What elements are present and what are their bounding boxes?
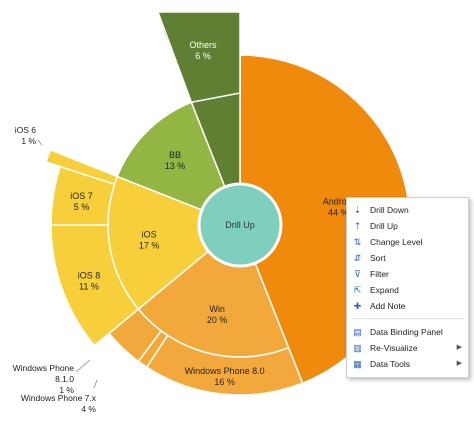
change-level-icon: ⇅ [353, 236, 362, 247]
menu-item-label: Add Note [370, 301, 406, 311]
submenu-arrow-icon: ▶ [456, 360, 462, 367]
label-windows-phone-8-1-0-value: 8.1.0 [55, 374, 74, 384]
data-binding-panel-icon: ▤ [353, 326, 362, 337]
context-menu: ⇣ Drill Down ⇡ Drill Up ⇅ Change Level ⇵ Sort ⊽ F… [346, 197, 469, 378]
label-windows-phone-8-1-0-name: Windows Phone [13, 363, 75, 373]
menu-item-re-visualize[interactable]: ▥ Re-Visualize ▶ [347, 340, 468, 356]
label-win-name: Win [209, 304, 225, 314]
label-bb-name: BB [169, 150, 181, 160]
menu-item-data-tools[interactable]: ▦ Data Tools ▶ [347, 356, 468, 372]
menu-item-label: Change Level [370, 237, 423, 247]
label-windows-phone-7-x-name: Windows Phone 7.x [21, 393, 97, 403]
label-ios-7-name: iOS 7 [70, 191, 93, 201]
menu-separator [351, 318, 464, 319]
menu-item-filter[interactable]: ⊽ Filter [347, 266, 468, 282]
leader-line-windows-phone-8-1-0 [75, 359, 91, 373]
menu-item-drill-down[interactable]: ⇣ Drill Down [347, 202, 468, 218]
menu-item-label: Data Tools [370, 359, 411, 369]
data-tools-icon: ▦ [353, 358, 362, 369]
label-ios-8-name: iOS 8 [78, 270, 101, 280]
submenu-arrow-icon: ▶ [456, 344, 462, 351]
segment-ios-6[interactable] [45, 148, 119, 186]
label-android-name: Android [323, 196, 354, 206]
menu-item-label: Drill Up [370, 221, 398, 231]
leader-line-ios-6 [37, 139, 43, 146]
menu-item-label: Expand [370, 285, 399, 295]
drill-down-icon: ⇣ [353, 204, 362, 215]
segment-others-outer[interactable] [156, 11, 241, 104]
label-ios-7-value: 5 % [74, 202, 90, 212]
label-android-value: 44 % [328, 207, 349, 217]
re-visualize-icon: ▥ [353, 342, 362, 353]
menu-item-data-binding-panel[interactable]: ▤ Data Binding Panel [347, 324, 468, 340]
label-ios-8-value: 11 % [79, 281, 99, 291]
center-label[interactable]: Drill Up [225, 220, 255, 230]
leader-line-windows-phone-7-x [93, 379, 98, 389]
menu-item-drill-up[interactable]: ⇡ Drill Up [347, 218, 468, 234]
drill-up-icon: ⇡ [353, 220, 362, 231]
menu-item-change-level[interactable]: ⇅ Change Level [347, 234, 468, 250]
label-windows-phone-8-1-0-value: 1 % [59, 385, 74, 395]
menu-item-add-note[interactable]: ✚ Add Note [347, 298, 468, 314]
menu-item-expand[interactable]: ⇱ Expand [347, 282, 468, 298]
menu-item-label: Sort [370, 253, 386, 263]
label-ios-value: 17 % [139, 240, 160, 250]
menu-item-sort[interactable]: ⇵ Sort [347, 250, 468, 266]
filter-icon: ⊽ [354, 268, 361, 279]
menu-item-label: Drill Down [370, 205, 409, 215]
add-note-icon: ✚ [353, 300, 362, 311]
label-ios-6-value: 1 % [21, 136, 36, 146]
label-win-value: 20 % [207, 315, 228, 325]
label-ios-name: iOS [142, 229, 157, 239]
menu-item-label: Re-Visualize [370, 343, 418, 353]
label-ios-6-name: iOS 6 [15, 125, 37, 135]
center-circle[interactable] [197, 182, 283, 268]
label-windows-phone-8-0-name: Windows Phone 8.0 [185, 366, 265, 376]
menu-item-label: Data Binding Panel [370, 327, 443, 337]
menu-item-label: Filter [370, 269, 389, 279]
label-others-outer-value: 6 % [195, 51, 211, 61]
sort-icon: ⇵ [353, 252, 362, 263]
label-windows-phone-8-0-value: 16 % [214, 377, 235, 387]
expand-icon: ⇱ [353, 284, 362, 295]
label-others-outer-name: Others [189, 40, 217, 50]
label-bb-value: 13 % [165, 161, 186, 171]
label-windows-phone-7-x-value: 4 % [81, 404, 96, 414]
